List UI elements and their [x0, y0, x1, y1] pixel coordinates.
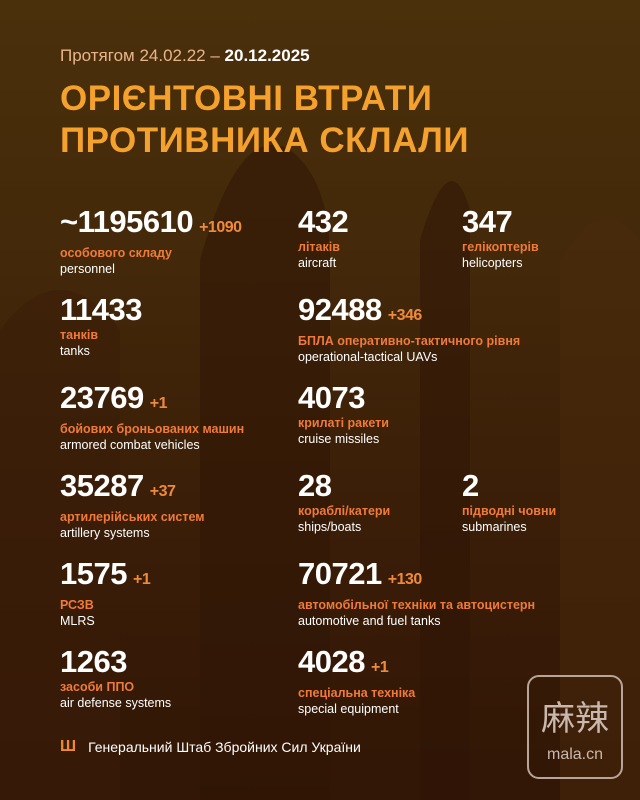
stat-label-ua: крилаті ракети: [298, 416, 389, 430]
stat-value: 35287 +37: [60, 468, 176, 503]
stat-label-en: operational-tactical UAVs: [298, 350, 438, 364]
stat-label-en: submarines: [462, 520, 527, 534]
stat-label-ua: підводні човни: [462, 504, 557, 518]
stat-label-ua: автомобільної техніки та автоцистерн: [298, 598, 536, 612]
header: Протягом 24.02.22 – 20.12.2025 ОРІЄНТОВН…: [60, 46, 469, 162]
stat-value: 70721 +130: [298, 556, 423, 591]
stat-aircraft: 432 літаків aircraft: [298, 204, 349, 271]
stat-delta: +1: [370, 659, 389, 676]
stat-label-en: aircraft: [298, 256, 337, 270]
stat-ships-boats: 28 кораблі/катери ships/boats: [298, 469, 390, 535]
stat-label-ua: особового складу: [60, 246, 173, 260]
stat-mlrs: 1575 +1 РСЗВ MLRS: [60, 556, 151, 629]
stat-value: 92488 +346: [298, 292, 423, 327]
footer-text: Генеральний Штаб Збройних Сил України: [88, 739, 361, 755]
stat-helicopters: 347 гелікоптерів helicopters: [462, 205, 539, 271]
stat-label-en: tanks: [60, 344, 90, 358]
stat-value: 4073: [298, 380, 365, 415]
stat-label-ua: гелікоптерів: [462, 240, 539, 254]
watermark-en: mala.cn: [546, 746, 604, 763]
stat-automotive-and-fuel-tanks: 70721 +130 автомобільної техніки та автоц…: [298, 557, 535, 629]
stat-label-en: automotive and fuel tanks: [298, 614, 441, 628]
stat-value: 347: [462, 204, 513, 239]
stat-value: 23769 +1: [60, 380, 168, 415]
stat-special-equipment: 4028 +1 спеціальна техніка special equipm…: [298, 645, 415, 717]
stat-value: 28: [298, 468, 332, 503]
stat-label-ua: танків: [60, 328, 99, 342]
stat-value: 1575 +1: [60, 556, 151, 591]
stat-artillery-systems: 35287 +37 артилерійських систем artillery…: [60, 469, 205, 541]
stat-label-ua: літаків: [298, 240, 340, 254]
stat-value: 432: [298, 204, 349, 239]
watermark-cn: 麻辣: [541, 699, 609, 739]
stat-delta: +1: [132, 571, 151, 588]
stat-label-ua: спеціальна техніка: [298, 686, 416, 700]
stat-delta: +346: [387, 307, 423, 324]
stat-value: 2: [462, 468, 479, 503]
trident-icon: Ш: [60, 738, 77, 755]
period: Протягом 24.02.22 – 20.12.2025: [60, 46, 310, 65]
stat-air-defense-systems: 1263 засоби ППО air defense systems: [60, 645, 171, 711]
stat-label-ua: БПЛА оперативно-тактичного рівня: [298, 334, 521, 348]
stat-delta: +130: [387, 571, 423, 588]
stat-value: 1263: [60, 644, 127, 679]
stat-label-en: helicopters: [462, 256, 523, 270]
stat-label-en: ships/boats: [298, 520, 362, 534]
stat-label-en: personnel: [60, 262, 115, 276]
stat-label-en: MLRS: [60, 614, 95, 628]
stat-label-ua: засоби ППО: [60, 680, 135, 694]
stat-personnel: ~1195610 +1090 особового складу personnel: [60, 205, 242, 277]
stat-delta: +37: [149, 483, 176, 500]
stat-cruise-missiles: 4073 крилаті ракети cruise missiles: [298, 381, 389, 447]
watermark-logo: 麻辣 mala.cn: [527, 675, 623, 779]
stat-label-en: special equipment: [298, 702, 399, 716]
stat-submarines: 2 підводні човни submarines: [462, 469, 556, 535]
stat-label-en: cruise missiles: [298, 432, 380, 446]
stat-value: 11433: [60, 292, 143, 327]
stat-delta: +1090: [199, 219, 242, 236]
stat-label-en: armored combat vehicles: [60, 438, 200, 452]
stat-operational-tactical-uavs: 92488 +346 БПЛА оперативно-тактичного рів…: [298, 293, 520, 365]
stat-label-ua: РСЗВ: [60, 598, 94, 612]
stat-label-en: air defense systems: [60, 696, 172, 710]
stat-label-ua: бойових броньованих машин: [60, 422, 245, 436]
stat-value: 4028 +1: [298, 644, 389, 679]
footer: Ш Генеральний Штаб Збройних Сил України: [60, 738, 361, 756]
page-title: ОРІЄНТОВНІ ВТРАТИ ПРОТИВНИКА СКЛАЛИ: [60, 79, 469, 160]
stat-tanks: 11433 танків tanks: [60, 292, 143, 359]
stat-delta: +1: [149, 395, 168, 412]
stat-armored-combat-vehicles: 23769 +1 бойових броньованих машин armore…: [60, 381, 244, 453]
stat-label-ua: кораблі/катери: [298, 504, 391, 518]
stat-value: ~1195610 +1090: [60, 204, 242, 239]
stat-label-en: artillery systems: [60, 526, 150, 540]
stat-label-ua: артилерійських систем: [60, 510, 205, 524]
